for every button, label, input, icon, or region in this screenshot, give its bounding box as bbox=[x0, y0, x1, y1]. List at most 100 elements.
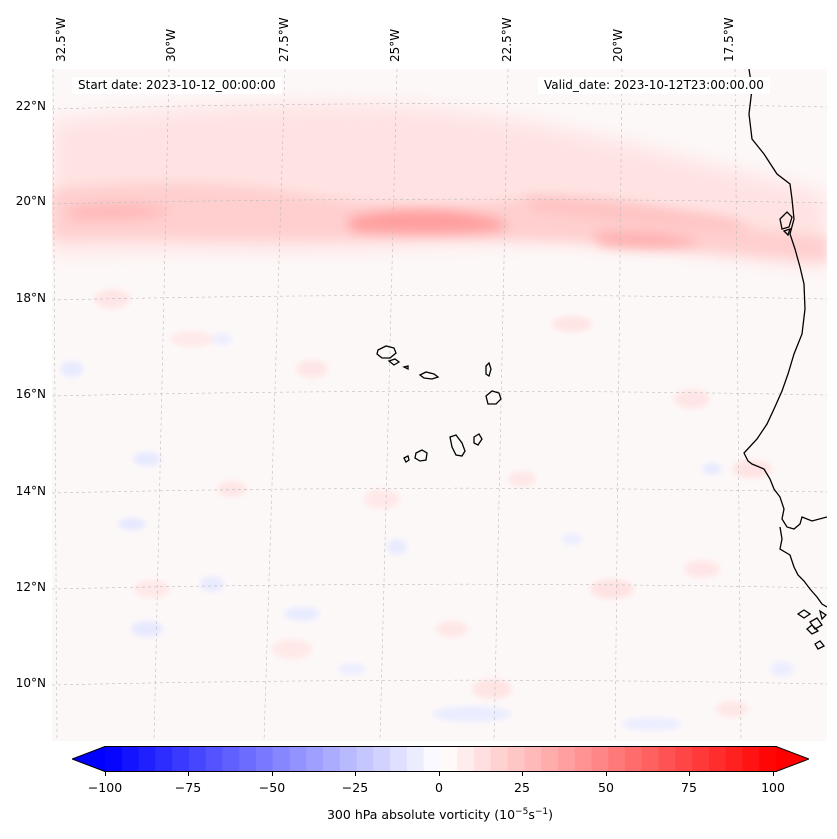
sao-nicolau bbox=[418, 371, 440, 380]
colorbar-bin bbox=[557, 746, 576, 772]
fogo bbox=[414, 449, 428, 462]
colorbar-bin bbox=[222, 746, 240, 772]
colorbar-bin bbox=[306, 746, 324, 772]
colorbar-label-exponent-2: −1 bbox=[534, 807, 549, 817]
colorbar-bin bbox=[541, 746, 559, 772]
colorbar-tick-label: −100 bbox=[87, 780, 123, 795]
colorbar-bin bbox=[490, 746, 509, 772]
vorticity-map bbox=[52, 69, 827, 741]
colorbar-bin bbox=[105, 746, 123, 772]
colorbar-bin bbox=[474, 746, 492, 772]
start-date-label: Start date: 2023-10-12_00:00:00 bbox=[72, 77, 282, 94]
jet-streak-core bbox=[67, 197, 747, 248]
boa-vista bbox=[485, 390, 502, 405]
santo-antao bbox=[376, 345, 397, 359]
colorbar-bin bbox=[440, 746, 458, 772]
colorbar-bin bbox=[524, 746, 542, 772]
colorbar-label-prefix: 300 hPa absolute vorticity (10 bbox=[326, 807, 516, 823]
colorbar-label-unit: s bbox=[528, 807, 535, 823]
colorbar-label-exponent-1: −5 bbox=[515, 807, 529, 817]
lat-label-10n: 10°N bbox=[15, 676, 46, 690]
lon-label-22-5w: 22.5°W bbox=[500, 17, 514, 62]
lat-label-14n: 14°N bbox=[15, 484, 46, 498]
maio bbox=[473, 433, 483, 446]
colorbar-bin bbox=[742, 746, 760, 772]
colorbar-bin bbox=[574, 746, 593, 772]
colorbar-bin bbox=[406, 746, 425, 772]
colorbar-bin bbox=[356, 746, 375, 772]
colorbar-bin bbox=[759, 746, 777, 772]
africa-coast-south bbox=[779, 526, 827, 608]
valid-date-label: Valid_date: 2023-10-12T23:00:00.00 bbox=[538, 77, 770, 94]
colorbar-tick-label: −25 bbox=[341, 780, 369, 795]
colorbar-tick-label: 50 bbox=[598, 780, 614, 795]
bijagos-islands bbox=[796, 609, 827, 650]
colorbar-bin bbox=[708, 746, 727, 772]
colorbar-bin bbox=[457, 746, 475, 772]
brava bbox=[403, 455, 410, 463]
small-scale-perturbations bbox=[60, 289, 794, 731]
colorbar-outline bbox=[72, 746, 809, 772]
colorbar-bin bbox=[591, 746, 609, 772]
colorbar-tickmark bbox=[272, 772, 273, 776]
lon-label-27-5w: 27.5°W bbox=[277, 17, 291, 62]
lon-label-20w: 20°W bbox=[611, 28, 625, 62]
banc-arguin-islands bbox=[779, 211, 793, 237]
colorbar-label-suffix: ) bbox=[548, 807, 553, 823]
colorbar-bin bbox=[625, 746, 643, 772]
lat-label-20n: 20°N bbox=[15, 194, 46, 208]
sao-vicente bbox=[387, 358, 401, 366]
colorbar-bin bbox=[641, 746, 660, 772]
colorbar bbox=[72, 746, 809, 772]
colorbar-tickmark bbox=[606, 772, 607, 776]
colorbar-bin bbox=[339, 746, 358, 772]
colorbar-bin bbox=[155, 746, 173, 772]
colorbar-tick-label: −75 bbox=[174, 780, 202, 795]
lon-label-25w: 25°W bbox=[388, 28, 402, 62]
santa-luzia bbox=[402, 365, 409, 371]
colorbar-tickmark bbox=[188, 772, 189, 776]
colorbar-tickmark bbox=[105, 772, 106, 776]
colorbar-bin bbox=[675, 746, 693, 772]
colorbar-tick-label: −50 bbox=[258, 780, 286, 795]
colorbar-bin bbox=[423, 746, 442, 772]
colorbar-bin bbox=[725, 746, 744, 772]
map-canvas bbox=[52, 69, 827, 741]
colorbar-tick-label: 0 bbox=[435, 780, 443, 795]
colorbar-bin bbox=[692, 746, 710, 772]
colorbar-bin bbox=[239, 746, 257, 772]
colorbar-bin bbox=[507, 746, 525, 772]
colorbar-tickmark bbox=[689, 772, 690, 776]
colorbar-extend-max bbox=[776, 746, 809, 772]
colorbar-bin bbox=[121, 746, 140, 772]
colorbar-tickmark bbox=[773, 772, 774, 776]
colorbar-bin bbox=[205, 746, 224, 772]
lat-label-18n: 18°N bbox=[15, 291, 46, 305]
africa-coast bbox=[743, 69, 827, 530]
colorbar-bin bbox=[272, 746, 291, 772]
colorbar-bin bbox=[608, 746, 626, 772]
colorbar-bin bbox=[255, 746, 274, 772]
colorbar-bin bbox=[289, 746, 307, 772]
lat-label-16n: 16°N bbox=[15, 387, 46, 401]
colorbar-bin bbox=[188, 746, 207, 772]
colorbar-bin bbox=[138, 746, 156, 772]
colorbar-tick-label: 25 bbox=[514, 780, 530, 795]
colorbar-bin bbox=[323, 746, 341, 772]
lon-label-30w: 30°W bbox=[164, 28, 178, 62]
colorbar-extend-min bbox=[72, 746, 105, 772]
colorbar-label: 300 hPa absolute vorticity (10−5s−1) bbox=[0, 807, 837, 822]
sal bbox=[485, 361, 492, 378]
colorbar-bin bbox=[658, 746, 676, 772]
colorbar-bin bbox=[390, 746, 408, 772]
colorbar-tick-label: 75 bbox=[681, 780, 697, 795]
lon-label-17-5w: 17.5°W bbox=[722, 17, 736, 62]
graticule bbox=[52, 69, 827, 741]
coastline bbox=[376, 69, 827, 650]
colorbar-bin bbox=[172, 746, 190, 772]
colorbar-tickmark bbox=[439, 772, 440, 776]
colorbar-bin bbox=[373, 746, 391, 772]
lat-label-12n: 12°N bbox=[15, 580, 46, 594]
lon-label-32-5w: 32.5°W bbox=[54, 17, 68, 62]
colorbar-tick-label: 100 bbox=[761, 780, 785, 795]
